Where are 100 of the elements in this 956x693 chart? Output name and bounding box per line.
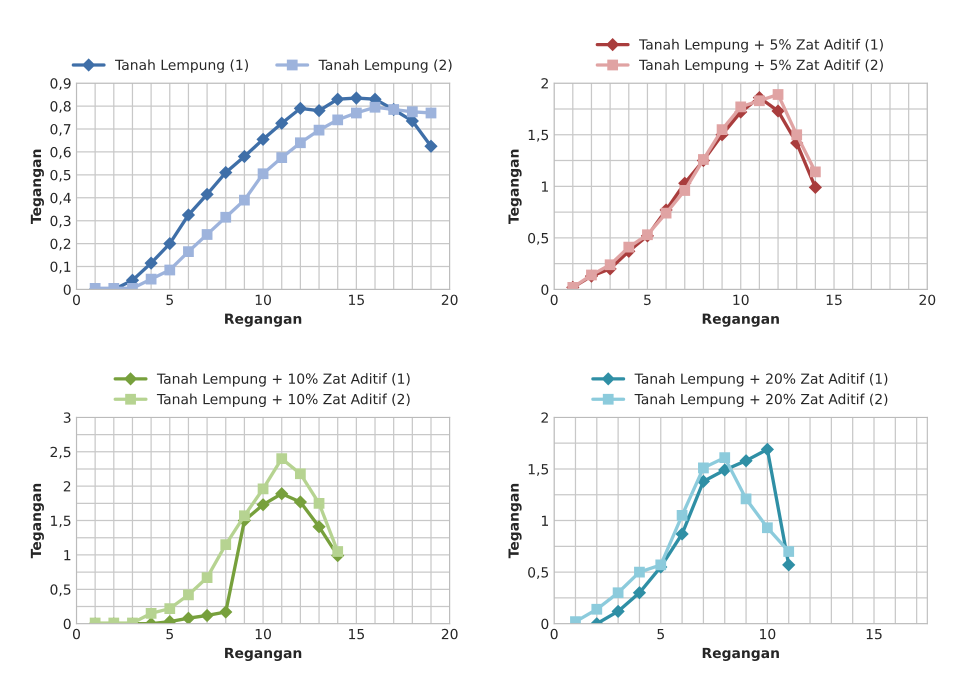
point	[294, 496, 307, 508]
x-tick-label: 0	[72, 628, 80, 640]
point	[697, 474, 710, 488]
y-tick-label: 0	[541, 284, 548, 295]
point	[679, 185, 690, 196]
point	[164, 603, 176, 614]
y-tick-label: 2,5	[50, 446, 70, 459]
y-tick-label: 0,9	[50, 78, 71, 90]
y-axis-title: Tegangan	[30, 150, 44, 224]
point	[808, 180, 822, 194]
point	[312, 104, 326, 118]
point	[735, 102, 746, 112]
point	[676, 510, 688, 521]
x-tick-label: 20	[442, 294, 458, 306]
point	[782, 558, 796, 572]
point	[591, 604, 602, 615]
point	[183, 246, 194, 258]
point	[163, 237, 176, 250]
x-tick-label: 10	[256, 294, 271, 306]
point	[219, 166, 232, 179]
x-tick-label: 20	[920, 294, 936, 306]
x-tick-label: 0	[550, 294, 558, 306]
point	[146, 274, 156, 285]
point	[220, 212, 232, 223]
x-tick-label: 10	[760, 628, 776, 640]
point	[633, 586, 646, 600]
x-tick-label: 15	[826, 294, 842, 306]
legend-label: Tanah Lempung + 5% Zat Aditif (1)	[638, 38, 883, 52]
y-tick-label: 3	[64, 412, 71, 423]
point	[604, 259, 616, 270]
y-tick-label: 0	[541, 618, 548, 630]
y-axis-title: Tegangan	[30, 484, 44, 558]
legend-label: Tanah Lempung + 10% Zat Aditif (1)	[156, 373, 410, 387]
x-tick-label: 0	[72, 294, 80, 306]
y-tick-label: 0	[64, 284, 71, 295]
point	[660, 208, 672, 219]
y-tick-label: 0,8	[50, 101, 71, 113]
point	[312, 520, 326, 534]
legend-label: Tanah Lempung + 20% Zat Aditif (2)	[634, 394, 888, 407]
y-tick-label: 0,4	[50, 192, 71, 205]
x-tick-label: 15	[866, 628, 882, 640]
point	[634, 566, 645, 578]
x-axis-title: Regangan	[702, 314, 779, 327]
point	[202, 229, 212, 240]
point	[256, 498, 270, 512]
point	[258, 168, 268, 180]
y-tick-label: 1	[542, 181, 548, 192]
point	[220, 539, 232, 550]
legend-label: Tanah Lempung + 5% Zat Aditif (2)	[638, 59, 883, 73]
point	[716, 124, 728, 135]
y-tick-label: 1,5	[51, 516, 70, 528]
point	[295, 468, 306, 480]
point	[718, 464, 732, 476]
y-tick-label: 1,5	[528, 130, 548, 142]
x-tick-label: 10	[256, 628, 271, 640]
legend-label: Tanah Lempung (1)	[115, 59, 248, 73]
point	[370, 102, 380, 113]
y-axis-title: Tegangan	[508, 150, 522, 224]
y-tick-label: 0,2	[50, 238, 70, 251]
point	[182, 612, 195, 624]
x-axis-title: Regangan	[702, 648, 779, 661]
point	[276, 453, 288, 464]
point	[655, 560, 666, 570]
point	[331, 92, 344, 106]
y-tick-label: 0,5	[50, 170, 70, 182]
point	[772, 104, 784, 118]
x-tick-label: 0	[550, 628, 558, 640]
y-tick-label: 2	[64, 481, 70, 492]
x-tick-label: 5	[644, 294, 651, 306]
y-tick-label: 1,5	[528, 464, 548, 476]
point	[772, 89, 784, 100]
point	[740, 454, 752, 468]
y-tick-label: 0,5	[528, 567, 548, 580]
point	[612, 604, 625, 618]
y-tick-label: 0,5	[50, 584, 70, 596]
x-tick-label: 20	[442, 628, 458, 640]
point	[698, 462, 709, 474]
point	[612, 587, 624, 598]
point	[719, 452, 730, 463]
point	[698, 154, 709, 165]
point	[258, 484, 268, 494]
point	[239, 510, 250, 522]
point	[239, 194, 250, 206]
point	[202, 572, 212, 584]
point	[182, 208, 195, 222]
x-tick-label: 5	[657, 628, 664, 640]
x-tick-label: 15	[349, 628, 364, 640]
point	[754, 95, 765, 106]
x-tick-label: 10	[733, 294, 749, 306]
point	[275, 116, 288, 130]
y-tick-label: 1	[64, 550, 70, 560]
y-axis-title: Tegangan	[508, 484, 522, 558]
x-axis-title: Regangan	[225, 314, 302, 327]
y-tick-label: 0,5	[528, 232, 548, 245]
point	[146, 608, 156, 619]
y-tick-label: 0,1	[50, 262, 70, 274]
point	[406, 106, 418, 118]
point	[219, 606, 232, 618]
y-tick-label: 0,3	[50, 216, 71, 228]
point	[350, 92, 363, 104]
